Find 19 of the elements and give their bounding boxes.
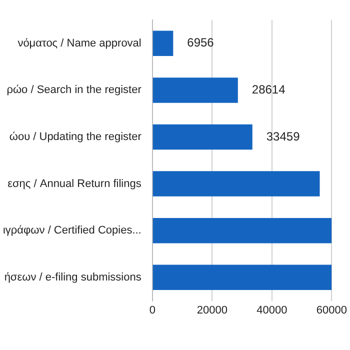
- x-tick-label: 60000: [316, 304, 348, 316]
- y-tick-label: ώου / Updating the register: [9, 131, 142, 144]
- y-tick-label: εσης / Annual Return filings: [8, 178, 142, 190]
- bar: [152, 124, 252, 150]
- y-tick-label: ρώο / Search in the register: [6, 84, 142, 96]
- x-tick-label: 0: [149, 304, 156, 316]
- bar: [152, 171, 320, 196]
- bar: [152, 30, 174, 56]
- y-tick-label: ήσεων / e-filing submissions: [4, 271, 142, 284]
- x-tick-label: 20000: [196, 304, 228, 316]
- x-tick-label: 40000: [256, 304, 288, 316]
- bar: [152, 264, 332, 290]
- y-tick-label: ιγράφων / Certified Copies...: [2, 224, 142, 237]
- data-label: 6956: [187, 36, 214, 50]
- bar: [152, 218, 332, 244]
- data-label: 33459: [266, 129, 300, 144]
- y-tick-label: νόματος / Name approval: [18, 37, 142, 50]
- data-label: 28614: [252, 82, 286, 97]
- bar: [152, 78, 238, 103]
